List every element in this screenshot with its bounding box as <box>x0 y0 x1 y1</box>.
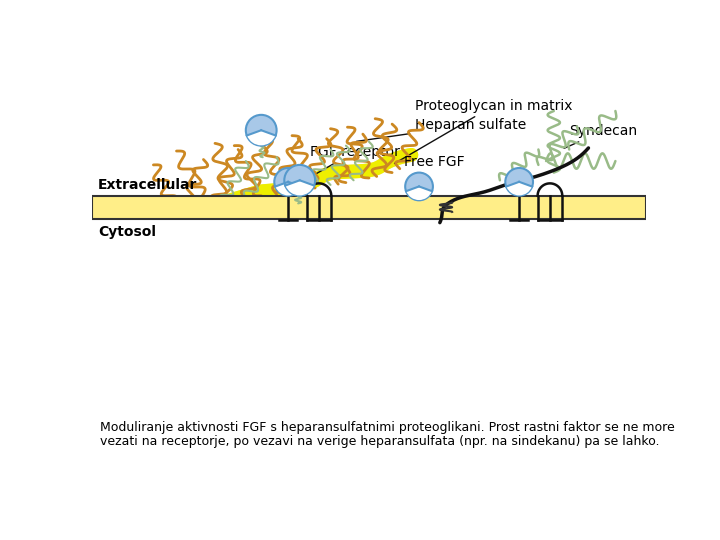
Text: Syndecan: Syndecan <box>564 124 637 148</box>
Wedge shape <box>506 182 532 195</box>
Circle shape <box>405 173 433 200</box>
Text: Free FGF: Free FGF <box>404 155 464 168</box>
Circle shape <box>284 165 315 195</box>
Text: Proteoglycan in matrix: Proteoglycan in matrix <box>395 98 572 164</box>
Text: Extracellular: Extracellular <box>98 178 197 192</box>
Wedge shape <box>275 182 301 195</box>
Bar <box>92 195 647 219</box>
Circle shape <box>246 115 276 146</box>
Wedge shape <box>247 130 275 145</box>
Wedge shape <box>406 186 432 200</box>
Text: Moduliranje aktivnosti FGF s heparansulfatnimi proteoglikani. Prost rastni fakto: Moduliranje aktivnosti FGF s heparansulf… <box>99 421 674 434</box>
Wedge shape <box>286 180 314 195</box>
Text: Heparan sulfate: Heparan sulfate <box>356 118 526 141</box>
Circle shape <box>274 168 302 195</box>
Text: Cytosol: Cytosol <box>98 225 156 239</box>
Circle shape <box>505 168 533 195</box>
Text: vezati na receptorje, po vezavi na verige heparansulfata (npr. na sindekanu) pa : vezati na receptorje, po vezavi na verig… <box>99 435 659 448</box>
Text: FGF receptor: FGF receptor <box>305 145 400 180</box>
